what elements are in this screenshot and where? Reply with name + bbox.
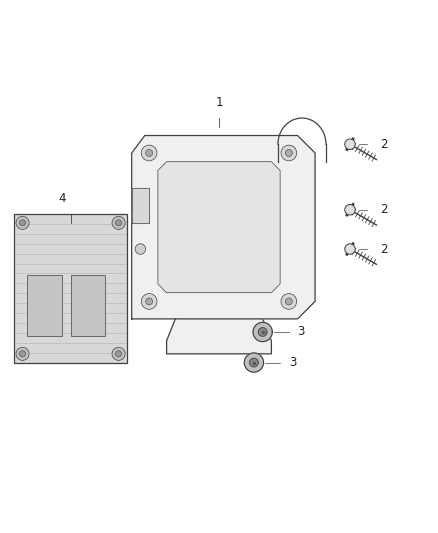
Text: 2: 2 xyxy=(381,203,388,216)
Polygon shape xyxy=(158,161,280,293)
Circle shape xyxy=(286,149,292,157)
Circle shape xyxy=(112,348,125,360)
Circle shape xyxy=(135,244,146,254)
Circle shape xyxy=(16,348,29,360)
Circle shape xyxy=(345,205,355,215)
Bar xyxy=(71,275,106,336)
Circle shape xyxy=(112,216,125,229)
Circle shape xyxy=(146,298,152,305)
Text: 2: 2 xyxy=(381,138,388,151)
Polygon shape xyxy=(258,328,267,336)
Circle shape xyxy=(19,220,25,226)
Circle shape xyxy=(345,139,355,149)
Circle shape xyxy=(286,298,292,305)
Text: 4: 4 xyxy=(58,192,66,205)
Polygon shape xyxy=(253,322,272,342)
Circle shape xyxy=(116,351,122,357)
Bar xyxy=(27,275,62,336)
Circle shape xyxy=(345,244,355,254)
Polygon shape xyxy=(244,353,264,372)
Text: 3: 3 xyxy=(289,356,296,369)
Text: 2: 2 xyxy=(381,243,388,255)
Polygon shape xyxy=(166,319,272,354)
Text: 3: 3 xyxy=(297,326,305,338)
Circle shape xyxy=(141,145,157,161)
Polygon shape xyxy=(132,188,149,223)
Circle shape xyxy=(19,351,25,357)
Circle shape xyxy=(281,145,297,161)
Circle shape xyxy=(16,216,29,229)
Polygon shape xyxy=(132,135,315,319)
Text: 1: 1 xyxy=(215,96,223,109)
Circle shape xyxy=(146,149,152,157)
Circle shape xyxy=(141,294,157,309)
Circle shape xyxy=(116,220,122,226)
Circle shape xyxy=(281,294,297,309)
Bar xyxy=(14,214,127,362)
Polygon shape xyxy=(250,358,258,367)
